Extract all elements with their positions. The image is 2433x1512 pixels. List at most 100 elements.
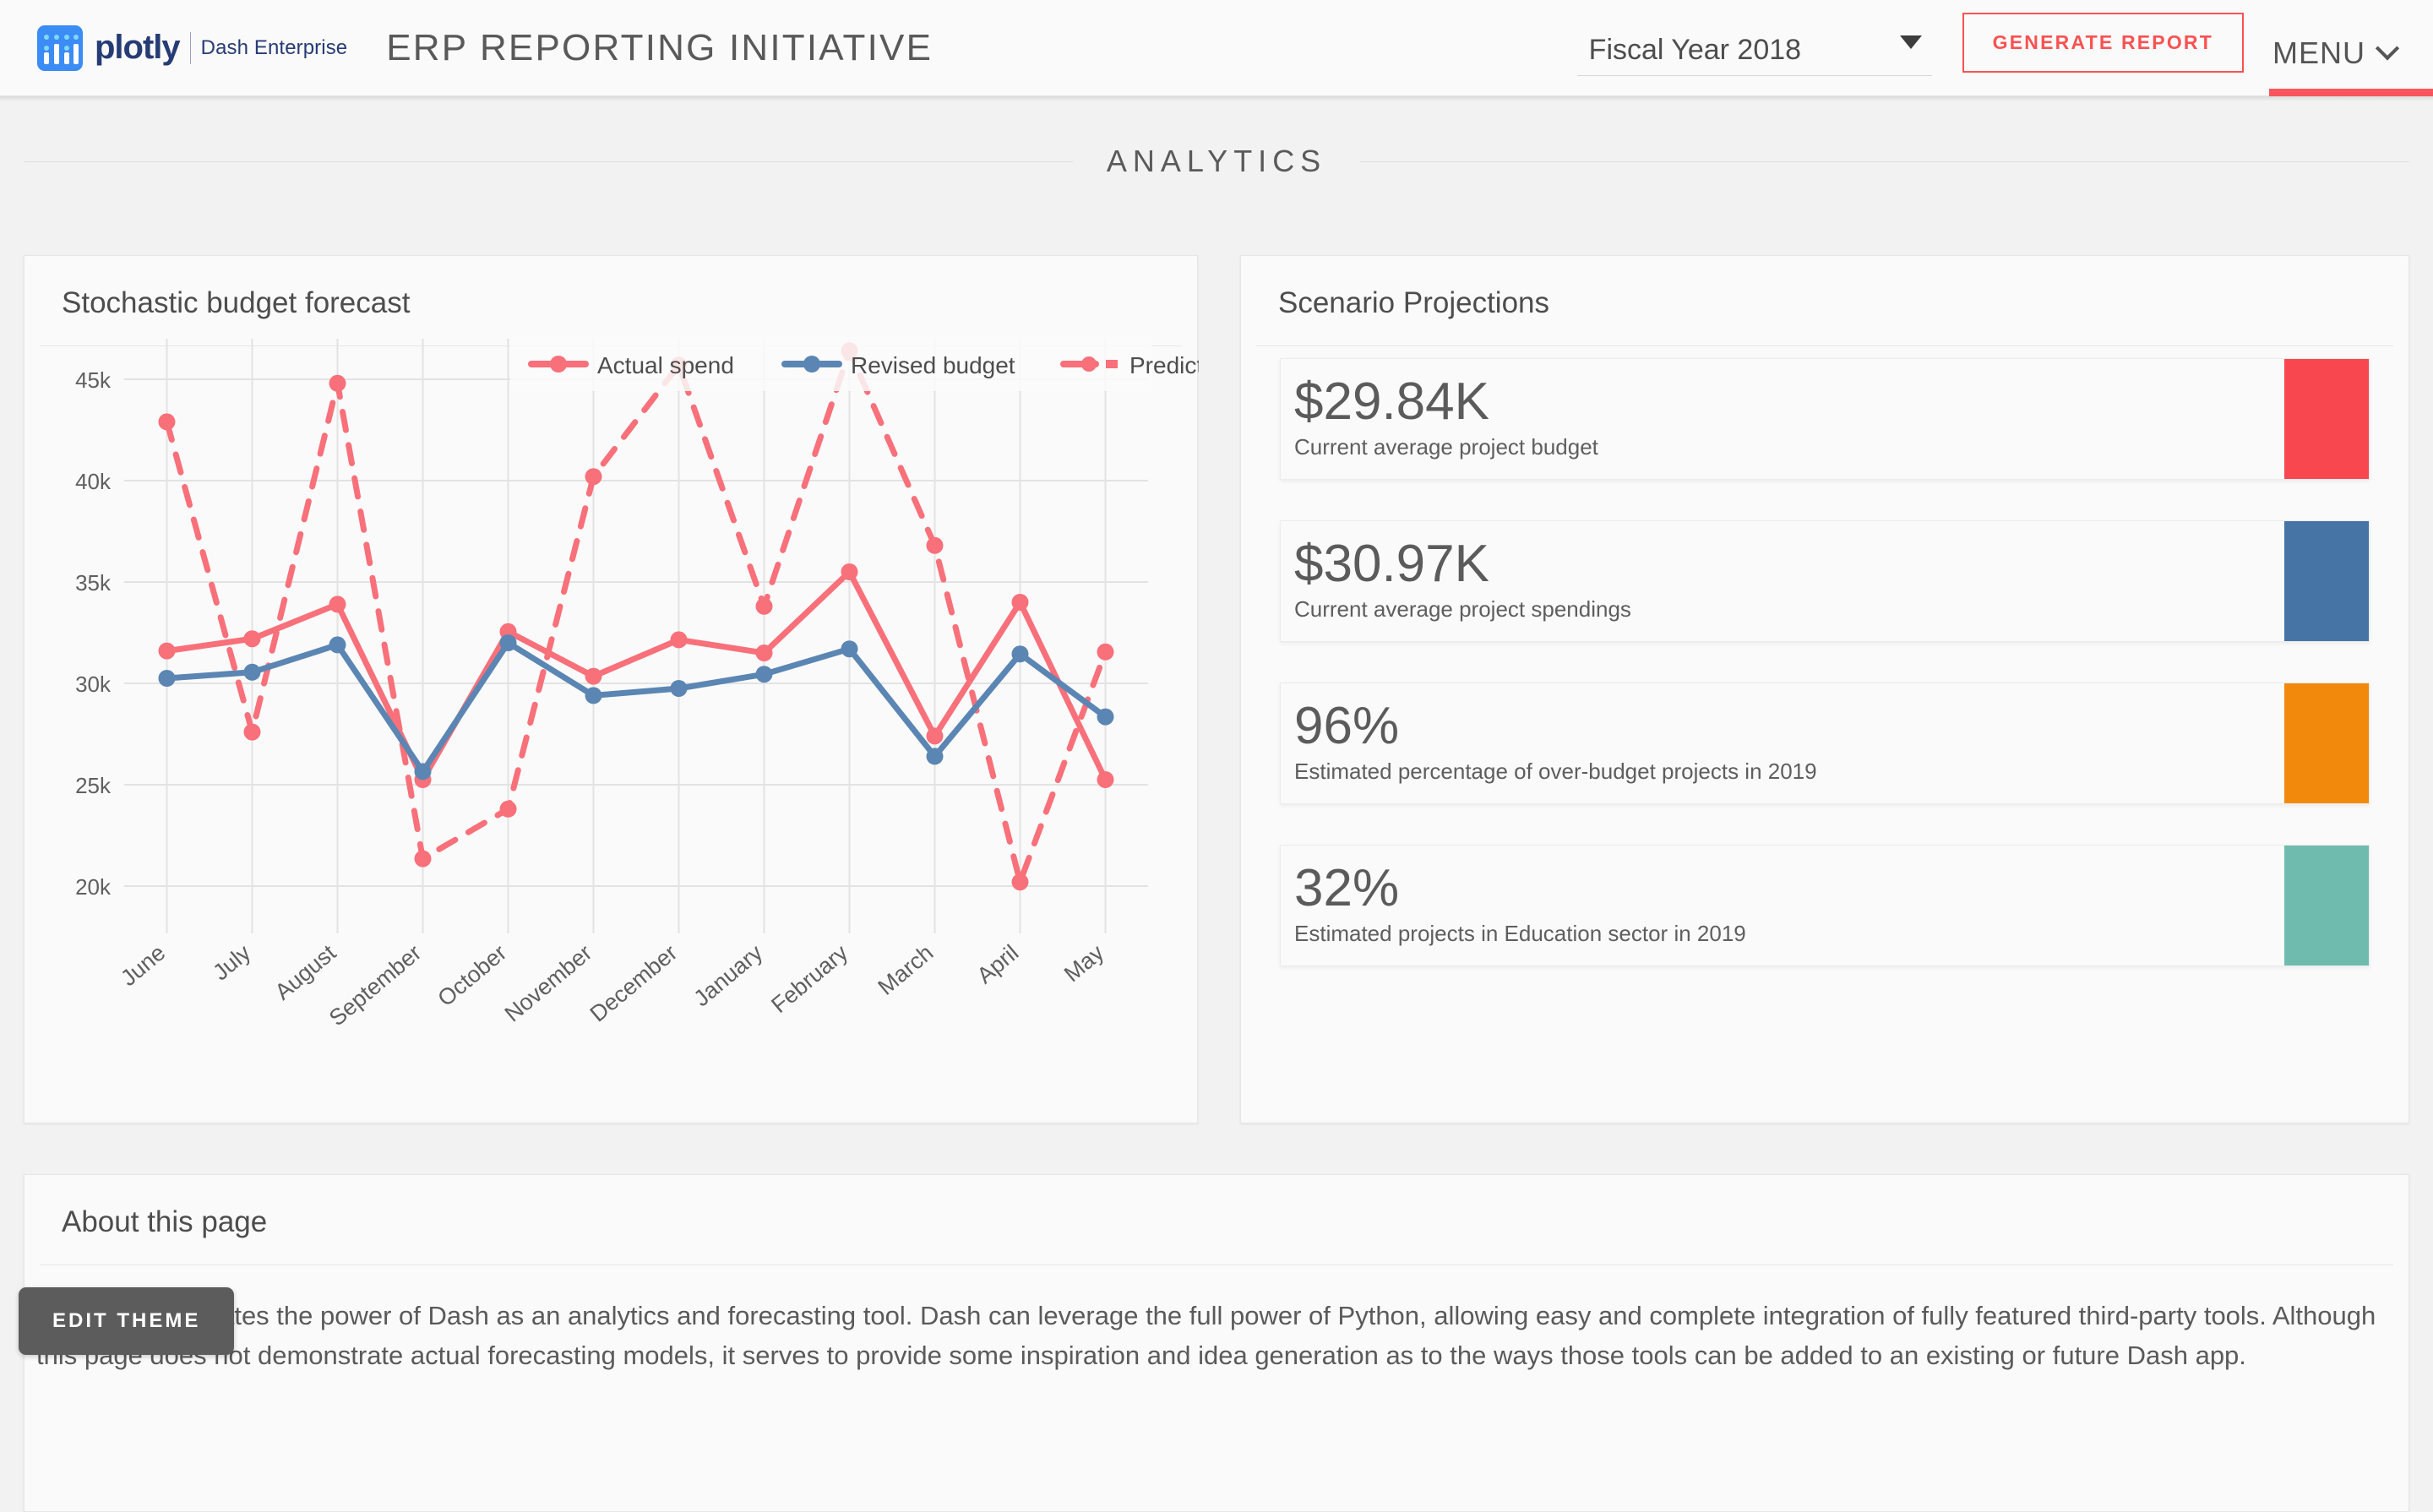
data-point — [670, 631, 688, 649]
y-axis-tick-label: 25k — [75, 773, 112, 798]
x-axis-tick-label: October — [433, 940, 511, 1012]
legend-swatch-marker — [803, 356, 820, 373]
data-point — [585, 667, 602, 685]
projection-tile: $29.84K Current average project budget — [1280, 358, 2370, 480]
app-header: plotly Dash Enterprise ERP REPORTING INI… — [0, 0, 2433, 96]
data-point — [158, 413, 176, 431]
about-panel: About this page This page illustrates th… — [24, 1174, 2409, 1512]
data-point — [1011, 873, 1029, 891]
data-point — [926, 727, 944, 745]
x-axis-tick-label: March — [874, 940, 939, 1000]
x-axis-tick-label: December — [585, 940, 683, 1027]
menu-label: MENU — [2272, 35, 2365, 70]
generate-report-button[interactable]: GENERATE REPORT — [1962, 12, 2244, 73]
series-line — [164, 639, 1108, 775]
data-point — [755, 666, 773, 683]
data-point — [499, 634, 517, 651]
projection-text: 96% Estimated percentage of over-budget p… — [1281, 683, 2284, 803]
projection-value: 32% — [1294, 859, 1400, 917]
x-axis-tick-label: January — [689, 939, 767, 1011]
y-axis-tick-label: 20k — [75, 874, 112, 900]
projection-color-swatch — [2284, 359, 2369, 479]
projection-tile: 96% Estimated percentage of over-budget p… — [1280, 683, 2370, 804]
divider — [1256, 345, 2393, 346]
data-point — [1011, 594, 1029, 611]
data-point — [670, 680, 688, 697]
data-point — [414, 763, 432, 780]
projection-color-swatch — [2284, 521, 2369, 641]
data-point — [926, 536, 944, 554]
page-title: ERP REPORTING INITIATIVE — [386, 26, 933, 68]
data-point — [926, 748, 944, 765]
chart-panel: Stochastic budget forecast 20k 25k 30k 35k 4… — [24, 255, 1199, 1123]
data-point — [499, 800, 517, 818]
data-point — [243, 630, 261, 648]
data-point — [414, 850, 432, 867]
legend-swatch-marker — [1081, 356, 1097, 372]
projection-tile: $30.97K Current average project spendings — [1280, 520, 2370, 642]
projection-list: $29.84K Current average project budget $30… — [1241, 346, 2409, 966]
data-point — [585, 687, 602, 704]
x-axis-tick-label: June — [116, 940, 170, 992]
projection-color-swatch — [2284, 683, 2369, 803]
edit-theme-button[interactable]: EDIT THEME — [19, 1287, 235, 1355]
section-rule-left — [24, 160, 1073, 162]
chart-series-revised-budget — [158, 634, 1114, 780]
chart-svg: 20k 25k 30k 35k 40k 45k June July AugustSeptembe… — [75, 337, 1199, 1031]
y-axis-tick-label: 30k — [75, 672, 112, 697]
data-point — [1097, 708, 1114, 726]
section-header: ANALYTICS — [0, 144, 2433, 179]
menu-button[interactable]: MENU — [2272, 35, 2433, 96]
projection-text: 32% Estimated projects in Education secto… — [1281, 846, 2284, 965]
x-axis-tick-label: July — [208, 939, 255, 985]
y-axis-tick-label: 35k — [75, 570, 112, 596]
about-panel-title: About this page — [62, 1205, 268, 1238]
chevron-down-icon — [2375, 35, 2400, 60]
legend-swatch-dash — [1106, 360, 1118, 368]
y-axis-tick-label: 45k — [75, 367, 112, 393]
data-point — [329, 636, 346, 654]
legend-label: Revised budget — [851, 352, 1015, 378]
projection-label: Current average project budget — [1294, 434, 1598, 460]
x-axis-tick-label: April — [972, 940, 1024, 989]
series-line — [164, 347, 1108, 885]
projection-label: Current average project spendings — [1294, 596, 1631, 623]
chart-series-actual-spend — [158, 563, 1114, 788]
data-point — [158, 642, 176, 660]
chart-panel-title: Stochastic budget forecast — [62, 286, 411, 319]
legend-label: Actual spend — [597, 352, 734, 378]
projection-tile: 32% Estimated projects in Education secto… — [1280, 845, 2370, 966]
budget-forecast-chart[interactable]: 20k 25k 30k 35k 40k 45k June July August Septembe… — [24, 327, 1199, 1121]
data-point — [841, 640, 858, 658]
x-axis-tick-label: November — [500, 940, 597, 1027]
data-point — [1097, 643, 1114, 661]
x-axis-tick-label: February — [766, 939, 852, 1018]
projection-value: 96% — [1294, 697, 1400, 755]
scenario-projections-panel: Scenario Projections $29.84K Current aver… — [1240, 255, 2409, 1123]
data-point — [585, 468, 602, 486]
data-point — [243, 723, 261, 741]
data-point — [329, 374, 346, 392]
brand-wordmark: plotly — [95, 29, 181, 66]
projection-label: Estimated percentage of over-budget proj… — [1294, 759, 1817, 785]
data-point — [755, 597, 773, 615]
fiscal-year-select[interactable]: Fiscal Year 2018 — [1576, 33, 1932, 76]
legend-label: Predicted spend — [1129, 352, 1199, 378]
series-line — [164, 568, 1108, 783]
data-point — [1011, 645, 1029, 663]
chart-legend: Actual spend Revised budget Predicted spen… — [510, 337, 1199, 391]
projection-color-swatch — [2284, 846, 2369, 965]
brand: plotly Dash Enterprise — [37, 24, 348, 71]
projections-panel-title: Scenario Projections — [1278, 286, 1549, 319]
chevron-down-icon — [1899, 35, 1922, 49]
brand-subtitle: Dash Enterprise — [200, 35, 348, 59]
data-point — [841, 563, 858, 580]
header-actions: Fiscal Year 2018 GENERATE REPORT MENU — [1576, 0, 2433, 96]
section-rule-right — [1360, 160, 2410, 162]
projection-text: $30.97K Current average project spendings — [1281, 521, 2284, 641]
projection-value: $29.84K — [1294, 373, 1489, 431]
data-point — [158, 670, 176, 687]
fiscal-year-value: Fiscal Year 2018 — [1588, 33, 1802, 66]
legend-swatch-marker — [550, 356, 567, 373]
data-point — [1097, 771, 1114, 788]
